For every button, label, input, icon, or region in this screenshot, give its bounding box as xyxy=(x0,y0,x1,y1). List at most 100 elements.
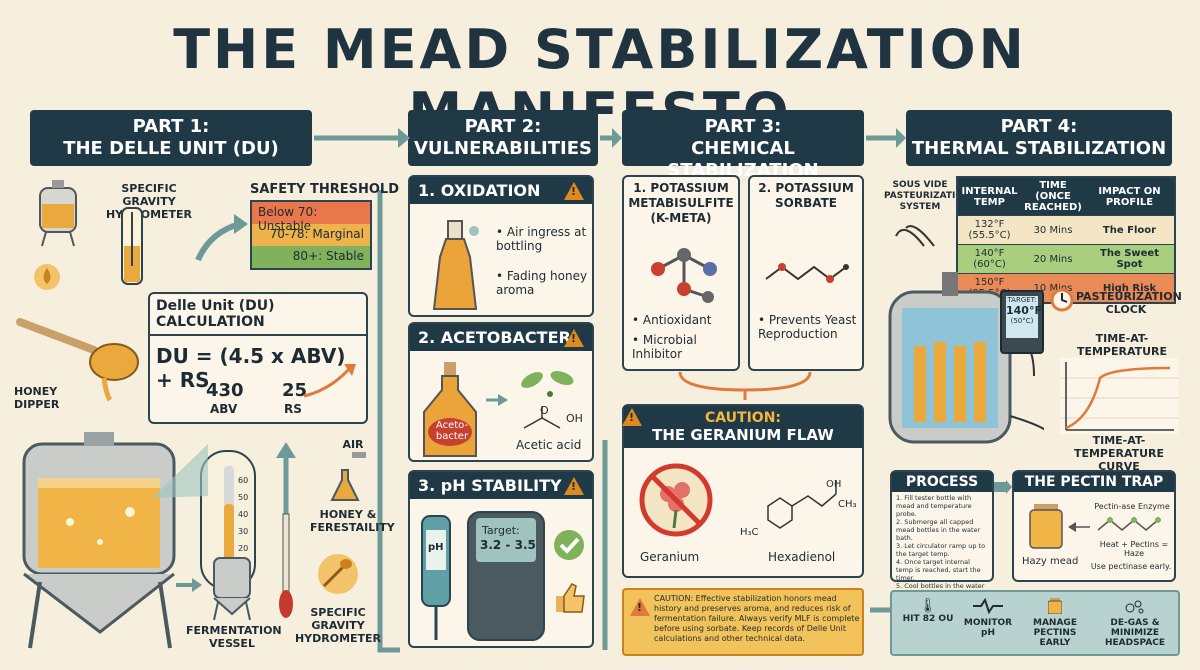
caution-label: CAUTION: xyxy=(704,410,782,426)
table-cell: 30 Mins xyxy=(1021,215,1085,245)
hazy-mead-label: Hazy mead xyxy=(1022,556,1079,567)
footer-caution-text: CAUTION: Effective stabilization honors … xyxy=(654,594,860,643)
flask-icon xyxy=(330,452,366,501)
abv-label: ABV xyxy=(210,402,238,416)
kmeta-panel: 1. POTASSIUM METABISULFITE (K-META) • An… xyxy=(622,175,740,371)
bubbles-icon xyxy=(1125,600,1144,614)
process-step: 1. Fill tester bottle with mead and temp… xyxy=(896,494,972,518)
acetobacter-bottle-label: Aceto-bacter xyxy=(435,420,469,442)
hexadienol-oh: OH xyxy=(826,479,842,490)
threshold-arrow-icon xyxy=(195,214,248,262)
curve-label-bottom: TIME-AT-TEMPERATURE CURVE xyxy=(1073,434,1165,473)
time-temp-curve xyxy=(1060,358,1178,434)
bacteria-icon xyxy=(521,371,574,397)
pectin-chain-icon xyxy=(1097,517,1161,531)
threshold-marginal: 70-78: Marginal xyxy=(252,224,370,246)
acetobacter-title: 2. ACETOBACTER xyxy=(410,324,592,351)
acetic-acid-label: Acetic acid xyxy=(516,438,582,452)
geranium-flaw-title: THE GERANIUM FLAW xyxy=(652,426,834,444)
table-row: 140°F (60°C) 20 Mins The Sweet Spot xyxy=(957,244,1175,274)
thermometer-icon: 🌡 xyxy=(919,598,937,614)
table-cell: 132°F (55.5°C) xyxy=(957,215,1021,245)
footer-caution-box: CAUTION: Effective stabilization honors … xyxy=(622,588,864,656)
honey-dipper-small-icon xyxy=(318,554,358,594)
pectin-equation: Heat + Pectins = Haze xyxy=(1099,540,1169,558)
table-cell: High Risk xyxy=(1085,273,1175,303)
controller-target-label: TARGET: xyxy=(1007,296,1037,304)
col-impact: IMPACT ON PROFILE xyxy=(1098,185,1161,208)
small-fermenter-icon xyxy=(213,557,251,621)
action-degas: DE-GAS & MINIMIZE HEADSPACE xyxy=(1092,598,1178,648)
action-hit-du: 🌡 HIT 82 OU xyxy=(898,598,958,624)
sous-vide-controller: TARGET: 140°F (50°C) xyxy=(1000,290,1044,354)
ph-stability-title: 3. pH STABILITY xyxy=(410,472,592,499)
table-cell: 140°F (60°C) xyxy=(957,244,1021,274)
col-internal-temp: INTERNAL TEMP xyxy=(961,185,1018,208)
left-arrow-icon xyxy=(1068,522,1090,532)
part1-header: PART 1: THE DELLE UNIT (DU) xyxy=(30,110,312,166)
pectin-trap-panel: THE PECTIN TRAP Hazy mead Pectin-ase Enz… xyxy=(1012,470,1176,582)
ph-target-label: Target: xyxy=(482,524,520,537)
acetic-oh: OH xyxy=(566,412,583,425)
kmeta-title: 1. POTASSIUM METABISULFITE (K-META) xyxy=(628,181,734,225)
process-title: PROCESS xyxy=(892,472,992,492)
honey-dipper-icon xyxy=(16,318,139,402)
geranium-caution-panel: CAUTION: THE GERANIUM FLAW Geranium OH C… xyxy=(622,404,864,578)
pasteurization-clock-label: PASTEURIZATION CLOCK xyxy=(1076,290,1182,316)
zoom-wedge xyxy=(152,444,208,498)
controller-temp: 140°F xyxy=(1006,304,1042,317)
warning-icon xyxy=(622,408,642,426)
pectinase-enzyme-label: Pectin-ase Enzyme xyxy=(1094,502,1170,511)
fermentation-vessel-label: FERMENTATION VESSEL xyxy=(186,624,282,650)
part4-header-line1: PART 4: xyxy=(1000,116,1078,137)
sg-hydrometer-label-bottom: SPECIFIC GRAVITY HYDROMETER xyxy=(294,606,382,645)
geranium-caution-header: CAUTION: THE GERANIUM FLAW xyxy=(624,406,862,448)
process-step: 4. Once target internal temp is reached,… xyxy=(896,558,981,582)
threshold-stable: 80+: Stable xyxy=(252,246,370,268)
check-icon xyxy=(554,530,584,560)
ph-meter-label: pH xyxy=(428,542,444,553)
safety-threshold-list: Below 70: Unstable 70-78: Marginal 80+: … xyxy=(250,200,372,270)
converge-arrows xyxy=(678,372,812,400)
heartbeat-icon xyxy=(973,597,1003,615)
oxidation-title: 1. OXIDATION xyxy=(410,177,592,204)
table-row: 132°F (55.5°C) 30 Mins The Floor xyxy=(957,215,1175,245)
kmeta-bullet-1: • Antioxidant xyxy=(632,313,712,327)
pectin-trap-title: THE PECTIN TRAP xyxy=(1014,472,1174,492)
part1-header-line1: PART 1: xyxy=(132,116,210,137)
hexadienol-structure xyxy=(767,480,837,529)
acetobacter-panel: 2. ACETOBACTER Aceto-bacter O OH Acetic … xyxy=(408,322,594,462)
part4-header: PART 4: THERMAL STABILIZATION xyxy=(906,110,1172,166)
sous-vide-label: SOUS VIDE PASTEURIZATION SYSTEM xyxy=(884,180,971,212)
table-cell: 20 Mins xyxy=(1021,244,1085,274)
part4-header-line2: THERMAL STABILIZATION xyxy=(911,138,1167,159)
part2-header-line1: PART 2: xyxy=(464,116,542,137)
honey-dipper-label: HONEY DIPPER xyxy=(14,385,60,411)
du-up-arrow-icon xyxy=(303,364,356,398)
pectin-advice: Use pectinase early. xyxy=(1090,562,1172,571)
clock-icon xyxy=(1050,288,1074,312)
process-step: 3. Let circulator ramp up to the target … xyxy=(896,542,986,558)
right-arrow-icon xyxy=(994,480,1012,494)
acetic-acid-structure xyxy=(523,406,561,429)
molecule-icon xyxy=(651,248,717,303)
oxidation-bullet-1: • Air ingress at bottling xyxy=(496,225,587,253)
hydrometer-stick-icon xyxy=(279,513,293,618)
sorbate-bullet-1: • Prevents Yeast Reproduction xyxy=(758,313,857,341)
rs-label: RS xyxy=(284,402,302,416)
warning-icon xyxy=(564,329,584,347)
warning-icon xyxy=(564,477,584,495)
sorbate-molecule-icon xyxy=(765,263,849,283)
warning-icon xyxy=(564,182,584,200)
right-arrow-icon xyxy=(486,394,508,406)
du-calculation-panel: Delle Unit (DU) CALCULATION DU = (4.5 x … xyxy=(148,292,368,424)
honey-ferestaility-label: HONEY & FERESTAILITY xyxy=(310,508,395,534)
table-cell: The Sweet Spot xyxy=(1085,244,1175,274)
action-monitor-ph: MONITOR pH xyxy=(958,597,1018,638)
abv-value: 430 xyxy=(206,380,244,401)
hexadienol-h3c: H₃C xyxy=(740,527,759,538)
pasteurization-table: INTERNAL TEMP TIME (ONCE REACHED) IMPACT… xyxy=(956,176,1176,304)
controller-temp-c: (50°C) xyxy=(1010,317,1034,325)
rs-value: 25 xyxy=(282,380,308,401)
